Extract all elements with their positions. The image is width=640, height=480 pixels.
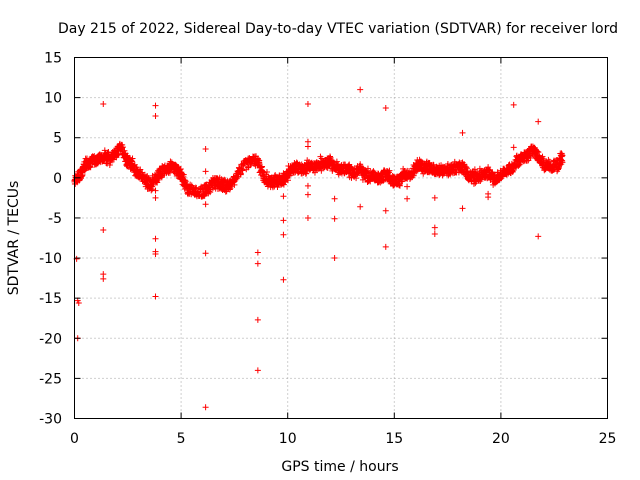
outlier-point bbox=[357, 86, 364, 93]
outlier-point bbox=[331, 255, 338, 262]
outlier-point bbox=[202, 404, 209, 411]
y-tick-label: -25 bbox=[39, 371, 62, 387]
outlier-point bbox=[152, 194, 159, 201]
outlier-point bbox=[202, 201, 209, 208]
data-point bbox=[149, 183, 156, 190]
data-point bbox=[129, 155, 136, 162]
x-tick-label: 0 bbox=[70, 431, 79, 447]
outlier-point bbox=[152, 102, 159, 109]
data-point bbox=[285, 177, 292, 184]
outlier-point bbox=[152, 251, 159, 258]
grid-layer bbox=[74, 57, 608, 419]
outlier-point bbox=[152, 187, 159, 194]
outlier-point bbox=[357, 203, 364, 210]
data-point bbox=[180, 171, 187, 178]
outlier-point bbox=[254, 249, 261, 256]
outlier-point bbox=[100, 275, 107, 282]
y-tick-label: -10 bbox=[39, 251, 62, 267]
data-point bbox=[239, 166, 246, 173]
outlier-point bbox=[404, 195, 411, 202]
outlier-point bbox=[152, 293, 159, 300]
outlier-point bbox=[152, 113, 159, 120]
outlier-point bbox=[404, 183, 411, 190]
outlier-point bbox=[459, 205, 466, 212]
outlier-point bbox=[100, 226, 107, 233]
y-tick-label: -20 bbox=[39, 331, 62, 347]
outlier-point bbox=[280, 231, 287, 238]
outlier-point bbox=[535, 233, 542, 240]
data-point bbox=[559, 159, 566, 166]
data-point bbox=[256, 159, 263, 166]
x-tick-label: 15 bbox=[385, 431, 403, 447]
outlier-point bbox=[382, 243, 389, 250]
y-tick-label: -15 bbox=[39, 291, 62, 307]
data-point bbox=[364, 165, 371, 172]
outlier-point bbox=[100, 101, 107, 108]
data-point bbox=[234, 174, 241, 181]
data-point bbox=[386, 167, 393, 174]
outlier-point bbox=[535, 118, 542, 125]
outlier-point bbox=[75, 299, 82, 306]
y-tick-label: -30 bbox=[39, 412, 62, 428]
outlier-point bbox=[510, 144, 517, 151]
x-axis-label: GPS time / hours bbox=[281, 459, 398, 475]
x-tick-label: 25 bbox=[599, 431, 617, 447]
outlier-point bbox=[202, 250, 209, 257]
y-tick-label: 15 bbox=[44, 51, 62, 67]
outlier-point bbox=[152, 235, 159, 242]
outlier-point bbox=[304, 182, 311, 189]
data-point bbox=[535, 149, 542, 156]
data-point bbox=[527, 154, 534, 161]
outlier-point bbox=[202, 168, 209, 175]
outlier-point bbox=[280, 193, 287, 200]
y-axis-label: SDTVAR / TECUs bbox=[6, 181, 22, 296]
outlier-point bbox=[202, 145, 209, 152]
outlier-point bbox=[331, 195, 338, 202]
outlier-point bbox=[431, 194, 438, 201]
outlier-point bbox=[431, 230, 438, 237]
outlier-point bbox=[304, 191, 311, 198]
outlier-point bbox=[382, 105, 389, 112]
outlier-point bbox=[382, 207, 389, 214]
chart-title: Day 215 of 2022, Sidereal Day-to-day VTE… bbox=[58, 21, 618, 37]
data-point bbox=[464, 168, 471, 175]
outlier-point bbox=[431, 224, 438, 231]
axis-ticks bbox=[74, 57, 608, 419]
data-point bbox=[121, 147, 128, 154]
plot-frame bbox=[74, 57, 608, 419]
outlier-point bbox=[254, 367, 261, 374]
outlier-point bbox=[254, 316, 261, 323]
outlier-point bbox=[331, 215, 338, 222]
y-tick-label: -5 bbox=[48, 211, 62, 227]
data-point bbox=[239, 167, 246, 174]
outlier-point bbox=[485, 194, 492, 201]
outlier-point bbox=[280, 276, 287, 283]
y-tick-label: 0 bbox=[53, 171, 62, 187]
outlier-point bbox=[304, 214, 311, 221]
y-axis-tick-labels: 15 10 5 0 -5 -10 -15 -20 -25 -30 bbox=[39, 51, 62, 428]
data-point bbox=[263, 169, 270, 176]
outlier-point bbox=[304, 143, 311, 150]
x-axis-tick-labels: 0 5 10 15 20 25 bbox=[70, 431, 616, 447]
x-tick-label: 5 bbox=[177, 431, 186, 447]
outlier-point bbox=[459, 129, 466, 136]
data-point bbox=[559, 152, 566, 159]
outlier-point bbox=[254, 260, 261, 267]
data-points bbox=[71, 86, 566, 411]
y-tick-label: 10 bbox=[44, 91, 62, 107]
data-point bbox=[237, 170, 244, 177]
data-point bbox=[515, 162, 522, 169]
outlier-point bbox=[510, 101, 517, 108]
outlier-point bbox=[304, 101, 311, 108]
data-point bbox=[87, 164, 94, 171]
outlier-point bbox=[280, 217, 287, 224]
y-tick-label: 5 bbox=[53, 131, 62, 147]
data-point bbox=[231, 181, 238, 188]
data-point bbox=[119, 144, 126, 151]
x-tick-label: 20 bbox=[492, 431, 510, 447]
x-tick-label: 10 bbox=[279, 431, 297, 447]
